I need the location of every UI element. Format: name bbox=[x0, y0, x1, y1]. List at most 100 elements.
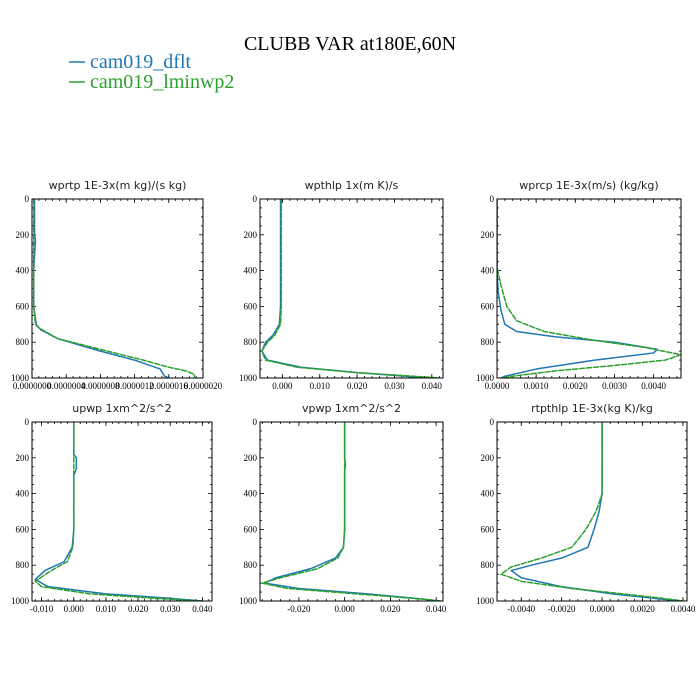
x-tick-label: 0.000 bbox=[272, 381, 293, 391]
x-tick-label: 0.0030 bbox=[602, 381, 627, 391]
y-tick-label: 200 bbox=[244, 453, 258, 463]
series-line-cam019_lminwp2 bbox=[34, 422, 204, 601]
figure-title: CLUBB VAR at180E,60N bbox=[244, 33, 456, 55]
y-tick-label: 1000 bbox=[239, 373, 258, 383]
y-tick-label: 800 bbox=[481, 337, 495, 347]
y-tick-label: 400 bbox=[244, 489, 258, 499]
panel-title: upwp 1xm^2/s^2 bbox=[72, 402, 172, 415]
panels: wprtp 1E-3x(m kg)/(s kg) 0 200 400 600 800 100… bbox=[11, 179, 696, 614]
y-tick-label: 600 bbox=[481, 524, 495, 534]
panel-wprcp: wprcp 1E-3x(m/s) (kg/kg) 0 200 400 600 800 100… bbox=[476, 179, 682, 391]
x-tick-label: 0.000 bbox=[335, 604, 356, 614]
y-tick-label: 600 bbox=[244, 524, 258, 534]
x-tick-label: 0.020 bbox=[128, 604, 149, 614]
y-tick-label: 400 bbox=[16, 266, 30, 276]
x-tick-label: 0.040 bbox=[192, 604, 213, 614]
y-tick-label: 600 bbox=[16, 301, 30, 311]
panel-frame bbox=[31, 198, 204, 379]
x-tick-label: 0.0020 bbox=[630, 604, 655, 614]
series-line-cam019_lminwp2 bbox=[32, 199, 196, 378]
x-tick-label: 0.030 bbox=[384, 381, 405, 391]
y-tick-label: 200 bbox=[16, 453, 30, 463]
x-tick-label: 0.0040 bbox=[641, 381, 666, 391]
x-tick-label: 0.000 bbox=[64, 604, 85, 614]
x-tick-label: 0.0040 bbox=[671, 604, 696, 614]
x-tick-label: 0.020 bbox=[347, 381, 368, 391]
y-tick-label: 800 bbox=[16, 560, 30, 570]
series-line-cam019_dflt bbox=[261, 199, 426, 378]
x-tick-label: -0.020 bbox=[287, 604, 311, 614]
x-tick-label: -0.0020 bbox=[548, 604, 576, 614]
y-tick-label: 800 bbox=[16, 337, 30, 347]
x-tick-label: 0.0000008 bbox=[81, 381, 120, 391]
series-line-cam019_lminwp2 bbox=[497, 199, 681, 378]
y-tick-label: 800 bbox=[244, 560, 258, 570]
y-tick-label: 200 bbox=[481, 453, 495, 463]
panel-wprtp: wprtp 1E-3x(m kg)/(s kg) 0 200 400 600 800 100… bbox=[11, 179, 223, 391]
series-line-cam019_lminwp2 bbox=[500, 422, 684, 601]
y-tick-label: 600 bbox=[16, 524, 30, 534]
y-tick-label: 600 bbox=[481, 301, 495, 311]
series-line-cam019_dflt bbox=[497, 199, 659, 378]
x-tick-label: 0.0000020 bbox=[184, 381, 223, 391]
panel-title: wpthlp 1x(m K)/s bbox=[305, 179, 399, 192]
panel-title: wprtp 1E-3x(m kg)/(s kg) bbox=[49, 179, 187, 192]
y-tick-label: 800 bbox=[481, 560, 495, 570]
y-tick-label: 1000 bbox=[476, 596, 495, 606]
x-tick-label: 0.040 bbox=[426, 604, 447, 614]
x-tick-label: 0.0000 bbox=[485, 381, 510, 391]
panel-frame bbox=[259, 198, 444, 379]
panel-frame bbox=[496, 198, 682, 379]
y-tick-label: 400 bbox=[481, 266, 495, 276]
x-tick-label: 0.030 bbox=[160, 604, 181, 614]
x-tick-label: 0.040 bbox=[422, 381, 443, 391]
panel-frame bbox=[31, 421, 213, 602]
series-line-cam019_lminwp2 bbox=[261, 422, 442, 601]
series-line-cam019_dflt bbox=[510, 422, 684, 601]
x-tick-label: 0.0000 bbox=[590, 604, 615, 614]
panel-wpthlp: wpthlp 1x(m K)/s 0 200 400 600 800 1000 0.000 0.… bbox=[239, 179, 444, 391]
x-tick-label: 0.0000004 bbox=[47, 381, 86, 391]
panel-title: rtpthlp 1E-3x(kg K)/kg bbox=[531, 402, 653, 415]
legend-label-lminwp2: cam019_lminwp2 bbox=[90, 71, 234, 93]
panel-upwp: upwp 1xm^2/s^2 0 200 400 600 800 1000-0.010 0.0… bbox=[11, 402, 213, 614]
series-line-cam019_lminwp2 bbox=[261, 199, 441, 378]
x-tick-label: 0.0000012 bbox=[115, 381, 153, 391]
x-tick-label: -0.010 bbox=[30, 604, 54, 614]
y-tick-label: 200 bbox=[244, 230, 258, 240]
x-tick-label: 0.0010 bbox=[524, 381, 549, 391]
y-tick-label: 1000 bbox=[11, 373, 30, 383]
x-tick-label: 0.020 bbox=[380, 604, 401, 614]
y-tick-label: 0 bbox=[490, 194, 495, 204]
y-tick-label: 0 bbox=[25, 194, 30, 204]
y-tick-label: 0 bbox=[490, 417, 495, 427]
x-tick-label: 0.0000000 bbox=[13, 381, 52, 391]
x-tick-label: 0.010 bbox=[310, 381, 331, 391]
y-tick-label: 1000 bbox=[239, 596, 258, 606]
legend-label-dflt: cam019_dflt bbox=[90, 51, 192, 73]
x-tick-label: -0.0040 bbox=[507, 604, 535, 614]
series-line-cam019_dflt bbox=[263, 422, 437, 601]
y-tick-label: 800 bbox=[244, 337, 258, 347]
y-tick-label: 600 bbox=[244, 301, 258, 311]
series-line-cam019_dflt bbox=[34, 422, 204, 601]
panel-title: wprcp 1E-3x(m/s) (kg/kg) bbox=[519, 179, 658, 192]
x-tick-label: 0.0020 bbox=[563, 381, 588, 391]
panel-title: vpwp 1xm^2/s^2 bbox=[302, 402, 401, 415]
panel-rtpthlp: rtpthlp 1E-3x(kg K)/kg 0 200 400 600 800 1000 -… bbox=[476, 402, 696, 614]
y-tick-label: 400 bbox=[244, 266, 258, 276]
y-tick-label: 200 bbox=[16, 230, 30, 240]
y-tick-label: 400 bbox=[16, 489, 30, 499]
series-line-cam019_dflt bbox=[32, 199, 170, 378]
y-tick-label: 0 bbox=[25, 417, 30, 427]
panel-frame bbox=[496, 421, 688, 602]
y-tick-label: 400 bbox=[481, 489, 495, 499]
panel-frame bbox=[259, 421, 444, 602]
y-tick-label: 1000 bbox=[476, 373, 495, 383]
y-tick-label: 0 bbox=[253, 417, 258, 427]
x-tick-label: 0.0000016 bbox=[150, 381, 189, 391]
x-tick-label: 0.010 bbox=[96, 604, 117, 614]
legend: cam019_dflt cam019_lminwp2 bbox=[69, 51, 234, 93]
panel-vpwp: vpwp 1xm^2/s^2 0 200 400 600 800 1000 -0.020 0.0… bbox=[239, 402, 447, 614]
